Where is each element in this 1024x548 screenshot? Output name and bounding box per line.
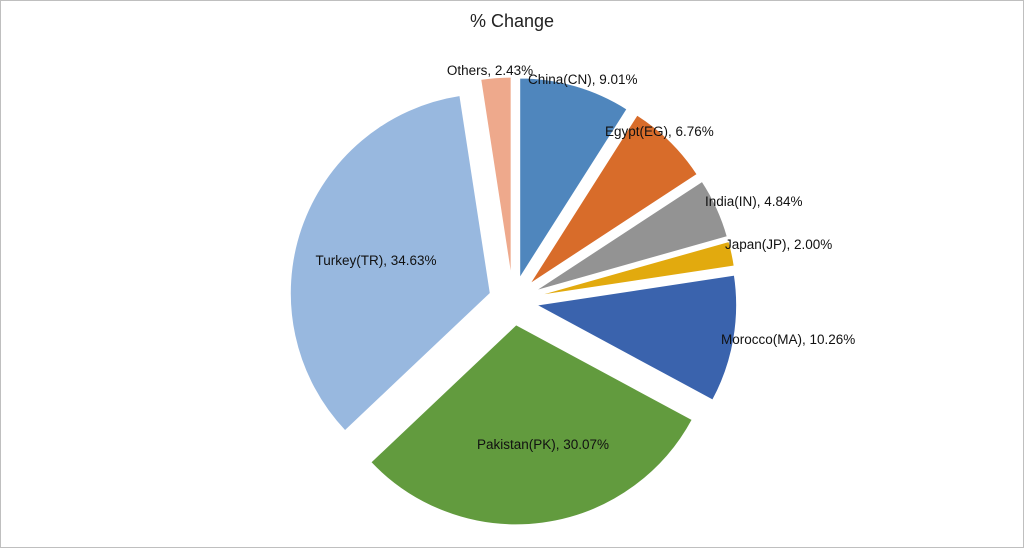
slice-label-china-cn: China(CN), 9.01% [528,72,638,87]
slice-label-japan-jp: Japan(JP), 2.00% [725,237,832,252]
slice-label-india-in: India(IN), 4.84% [705,194,803,209]
pie-slice-pakistan-pk [370,324,693,526]
slice-label-turkey-tr: Turkey(TR), 34.63% [315,253,436,268]
slice-label-others: Others, 2.43% [447,63,533,78]
pie-slice-japan-jp [536,240,735,297]
chart-title: % Change [469,11,555,31]
slice-label-morocco-ma: Morocco(MA), 10.26% [721,332,855,347]
pie-slice-china-cn [519,77,628,280]
slice-label-egypt-eg: Egypt(EG), 6.76% [605,124,714,139]
slice-label-pakistan-pk: Pakistan(PK), 30.07% [477,437,609,452]
pie-slice-turkey-tr [289,94,491,432]
pie-slice-morocco-ma [535,274,738,401]
pie-slice-india-in [534,180,728,292]
pie-slice-egypt-eg [529,114,698,285]
pie-slice-others [480,76,512,278]
